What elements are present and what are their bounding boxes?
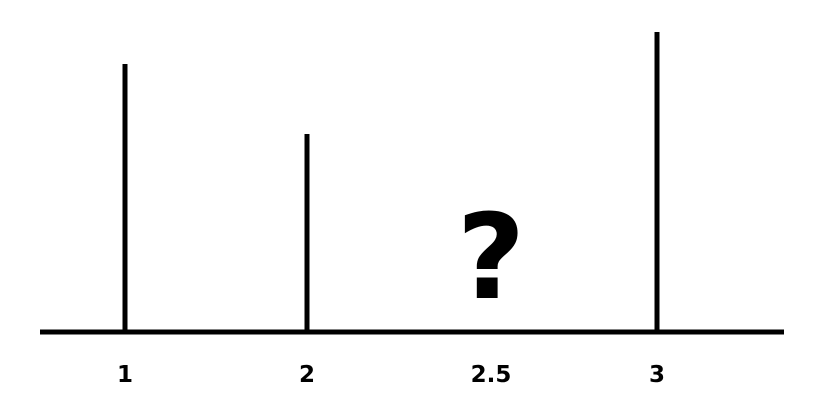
tick-label-3: 3 bbox=[649, 362, 665, 388]
unknown-value-marker: ? bbox=[457, 188, 525, 326]
tick-label-2-5: 2.5 bbox=[471, 362, 512, 388]
tick-labels-group: 1 2 2.5 3 bbox=[117, 362, 665, 388]
tick-label-2: 2 bbox=[299, 362, 315, 388]
bars-group bbox=[122, 32, 660, 332]
tick-label-1: 1 bbox=[117, 362, 133, 388]
